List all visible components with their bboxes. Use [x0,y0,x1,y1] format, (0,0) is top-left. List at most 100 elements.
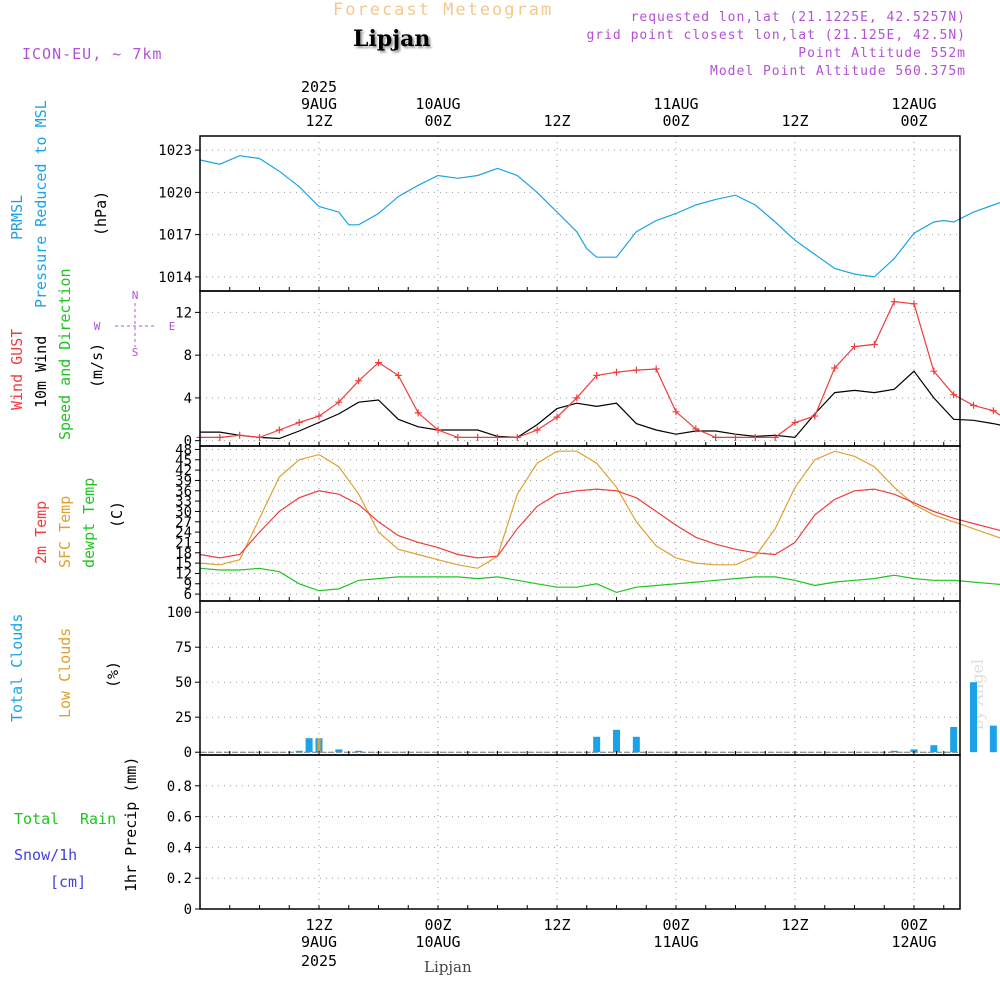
y-tick-label: 39 [175,473,192,489]
gust-marker [930,367,938,375]
y-tick-label: 8 [184,348,192,364]
y-tick-label: 0.4 [167,840,192,856]
y-tick-label: 4 [184,391,192,407]
y-tick-label: 33 [175,494,192,510]
y-tick-label: 24 [175,525,192,541]
gust-marker [513,433,521,441]
time-label-bottom: 00Z [662,916,689,934]
gust-marker [950,391,958,399]
gust-marker [732,433,739,441]
y-tick-label: 6 [184,587,192,603]
y-tick-label: 0 [184,745,192,761]
sfc-temp-line [199,450,1000,569]
gust-marker [434,426,442,434]
gust-marker [593,371,601,379]
gust-marker [494,433,501,441]
pressure-line [199,155,1000,278]
station-name: Lipjan [353,26,431,52]
low-cloud-bar [317,738,321,753]
time-label-bottom: 9AUG [301,933,337,951]
gust-marker [613,368,620,376]
data-layer [196,155,1000,910]
grid-layer [200,136,960,910]
gust-marker [989,407,997,415]
y-tick-label: 50 [175,675,192,691]
gust-marker [375,359,382,367]
time-label-top: 10AUG [415,95,460,113]
gust-marker [751,433,759,441]
y-tick-label: 0.8 [167,779,192,795]
total-cloud-bar [305,738,313,753]
y-tick-label: 1020 [158,185,192,201]
time-label-top: 00Z [900,112,927,130]
gust-marker [295,418,303,426]
model-altitude: Model Point Altitude 560.375m [710,64,966,79]
y-tick-label: 45 [175,453,192,469]
total-cloud-bar [355,750,363,753]
y-tick-label: 21 [175,535,192,551]
gust-marker [256,433,263,441]
time-label-bottom: 12AUG [891,933,936,951]
time-label-bottom: 11AUG [653,933,698,951]
time-label-top: 11AUG [653,95,698,113]
y-tick-label: 42 [175,463,192,479]
time-label-bottom: 12Z [305,916,332,934]
time-label-top: 12Z [781,112,808,130]
gust-marker [652,365,660,373]
gust-marker [851,343,858,351]
gust-marker [632,366,640,374]
y-tick-label: 15 [175,556,192,572]
gust-marker [315,412,323,420]
footer-station: Lipjan [424,958,472,976]
gust-marker [692,425,700,433]
gust-marker [355,377,363,385]
panel-frame [199,754,961,910]
gust-marker [553,413,561,421]
model-label: ICON-EU, ~ 7km [22,45,163,63]
panel-frame [199,290,961,447]
y-tick-label: 1017 [158,228,192,244]
total-rain-label-2: Rain [80,810,117,828]
y-tick-label: 18 [175,546,192,562]
gust-marker [831,364,839,372]
gust-marker [454,433,462,441]
wind-10m-line [200,370,1000,440]
total-cloud-bar [970,682,977,753]
y-tick-label: 0.2 [167,871,192,887]
gust-marker [910,300,918,308]
y-tick-label: 48 [175,442,192,458]
time-label-bottom: 00Z [424,916,451,934]
snow-label: Snow/1h [14,846,78,864]
y-tick-label: 1023 [158,143,192,159]
total-cloud-bar [910,749,918,753]
total-cloud-bar [593,736,601,753]
y-tick-label: 1014 [158,270,192,286]
total-cloud-bar [950,727,958,753]
panel-frame [199,600,961,756]
gust-marker [216,433,224,441]
gust-marker [335,398,343,406]
gust-marker [474,433,482,441]
total-cloud-bar [890,750,898,753]
gust-marker [394,371,402,379]
gust-marker [275,426,283,434]
gust-marker [236,431,244,439]
time-label-top: 12Z [305,112,332,130]
gust-marker [771,433,779,441]
y-tick-label: 100 [167,605,192,621]
label-layer: 1014101710201023048126912151821242730333… [158,78,936,970]
total-cloud-bar [632,736,640,753]
total-rain-label-1: Total [14,810,60,828]
y-tick-label: 25 [175,710,192,726]
y-tick-label: 0 [184,902,192,918]
compass-rose: N S W E [94,289,176,359]
snow-unit: [cm] [50,873,87,891]
y-tick-label: 75 [175,640,192,656]
time-label-bottom: 12Z [543,916,570,934]
y-tick-label: 12 [175,566,192,582]
requested-coords: requested lon,lat (21.1225E, 42.5257N) [630,10,966,25]
panel-frame [199,445,961,602]
compass-e: E [169,320,176,333]
panel-frame [199,135,961,292]
y-tick-label: 36 [175,484,192,500]
